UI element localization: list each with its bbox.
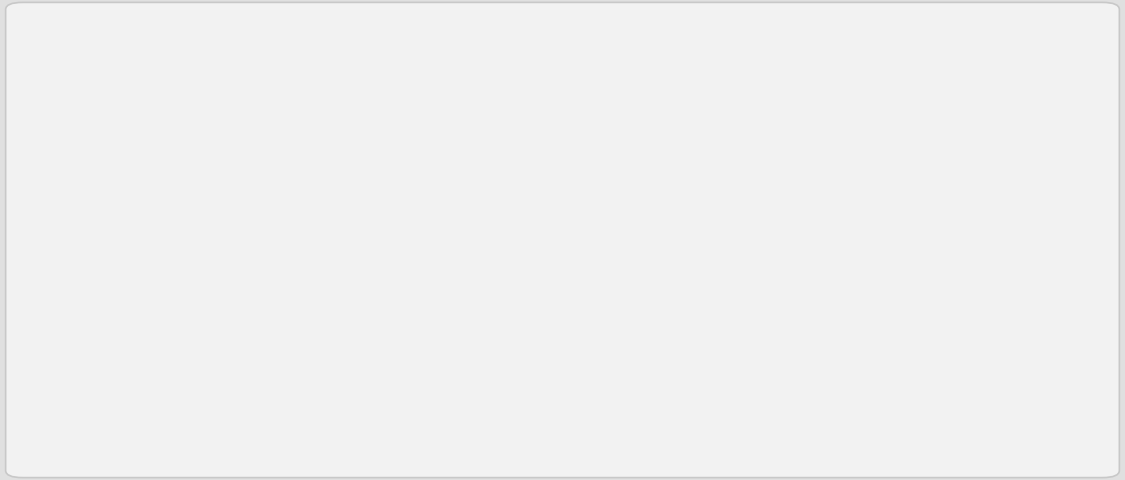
- Ellipse shape: [65, 18, 240, 93]
- FancyBboxPatch shape: [728, 366, 830, 455]
- Text: Find the derivative with respect to: Find the derivative with respect to: [251, 40, 809, 71]
- Text: $f'(x) =$: $f'(x) =$: [56, 394, 152, 427]
- Text: $f(x) = \dfrac{1}{\sqrt{3x+9}}\,.$: $f(x) = \dfrac{1}{\sqrt{3x+9}}\,.$: [407, 178, 718, 274]
- Text: of: of: [745, 40, 786, 71]
- FancyBboxPatch shape: [227, 366, 740, 455]
- Text: $x$: $x$: [718, 40, 739, 71]
